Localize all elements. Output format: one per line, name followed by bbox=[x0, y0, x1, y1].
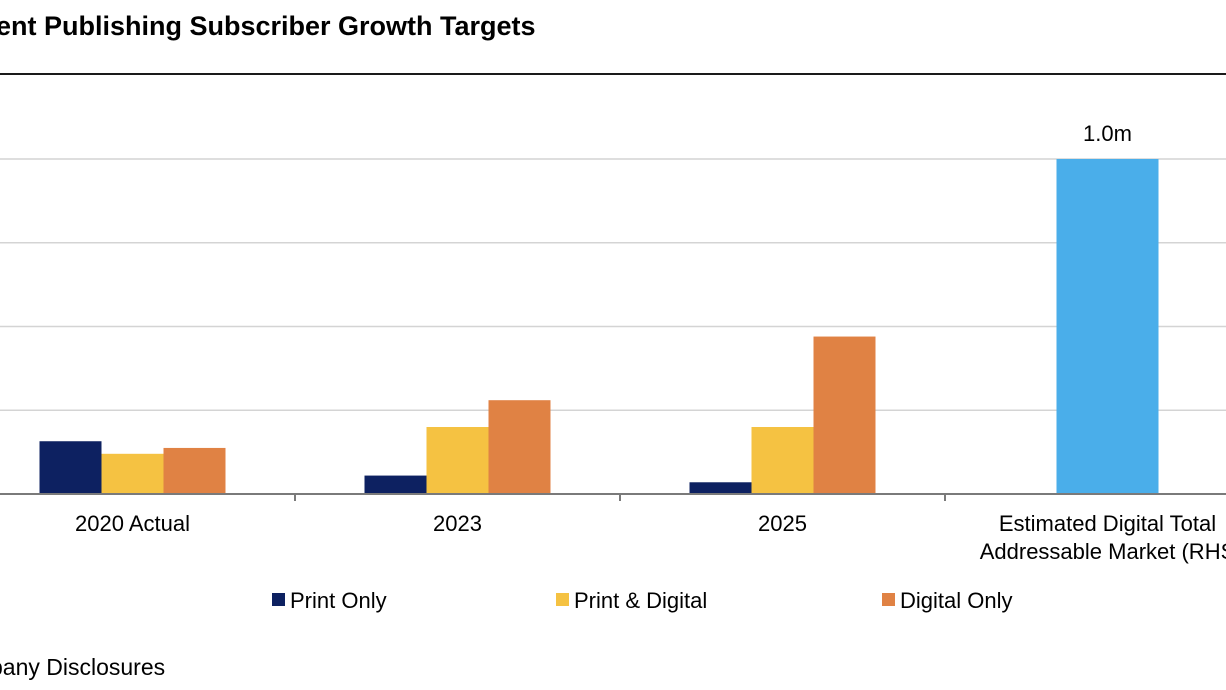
source-note: pany Disclosures bbox=[0, 654, 166, 680]
chart-title: ent Publishing Subscriber Growth Targets bbox=[0, 11, 536, 41]
legend-swatch bbox=[882, 593, 895, 606]
x-tick-label: 2020 Actual bbox=[75, 511, 190, 536]
bar-rhs-market bbox=[1056, 159, 1159, 494]
x-tick-label: Estimated Digital Total bbox=[999, 511, 1216, 536]
legend-label: Print Only bbox=[290, 588, 387, 613]
bar-digital-only bbox=[163, 447, 226, 494]
bar-print-digital bbox=[101, 453, 164, 494]
x-tick-label: 2023 bbox=[433, 511, 482, 536]
legend-swatch bbox=[556, 593, 569, 606]
bar-print-only bbox=[364, 475, 427, 494]
bar-print-only bbox=[689, 482, 752, 494]
x-tick-label: 2025 bbox=[758, 511, 807, 536]
bar-chart: 1.0m 2020 Actual 2023 2025 Estimated Digital… bbox=[0, 121, 1226, 613]
bar-print-digital bbox=[426, 427, 489, 494]
x-tick-label: Addressable Market (RHS bbox=[980, 539, 1226, 564]
title-rule bbox=[0, 73, 1226, 75]
bar-digital-only bbox=[488, 400, 551, 494]
bar-print-digital bbox=[751, 427, 814, 494]
bar-print-only bbox=[39, 441, 102, 494]
legend-swatch bbox=[272, 593, 285, 606]
bar-digital-only bbox=[813, 336, 876, 494]
data-label: 1.0m bbox=[1083, 121, 1132, 146]
legend-label: Digital Only bbox=[900, 588, 1012, 613]
legend-label: Print & Digital bbox=[574, 588, 707, 613]
